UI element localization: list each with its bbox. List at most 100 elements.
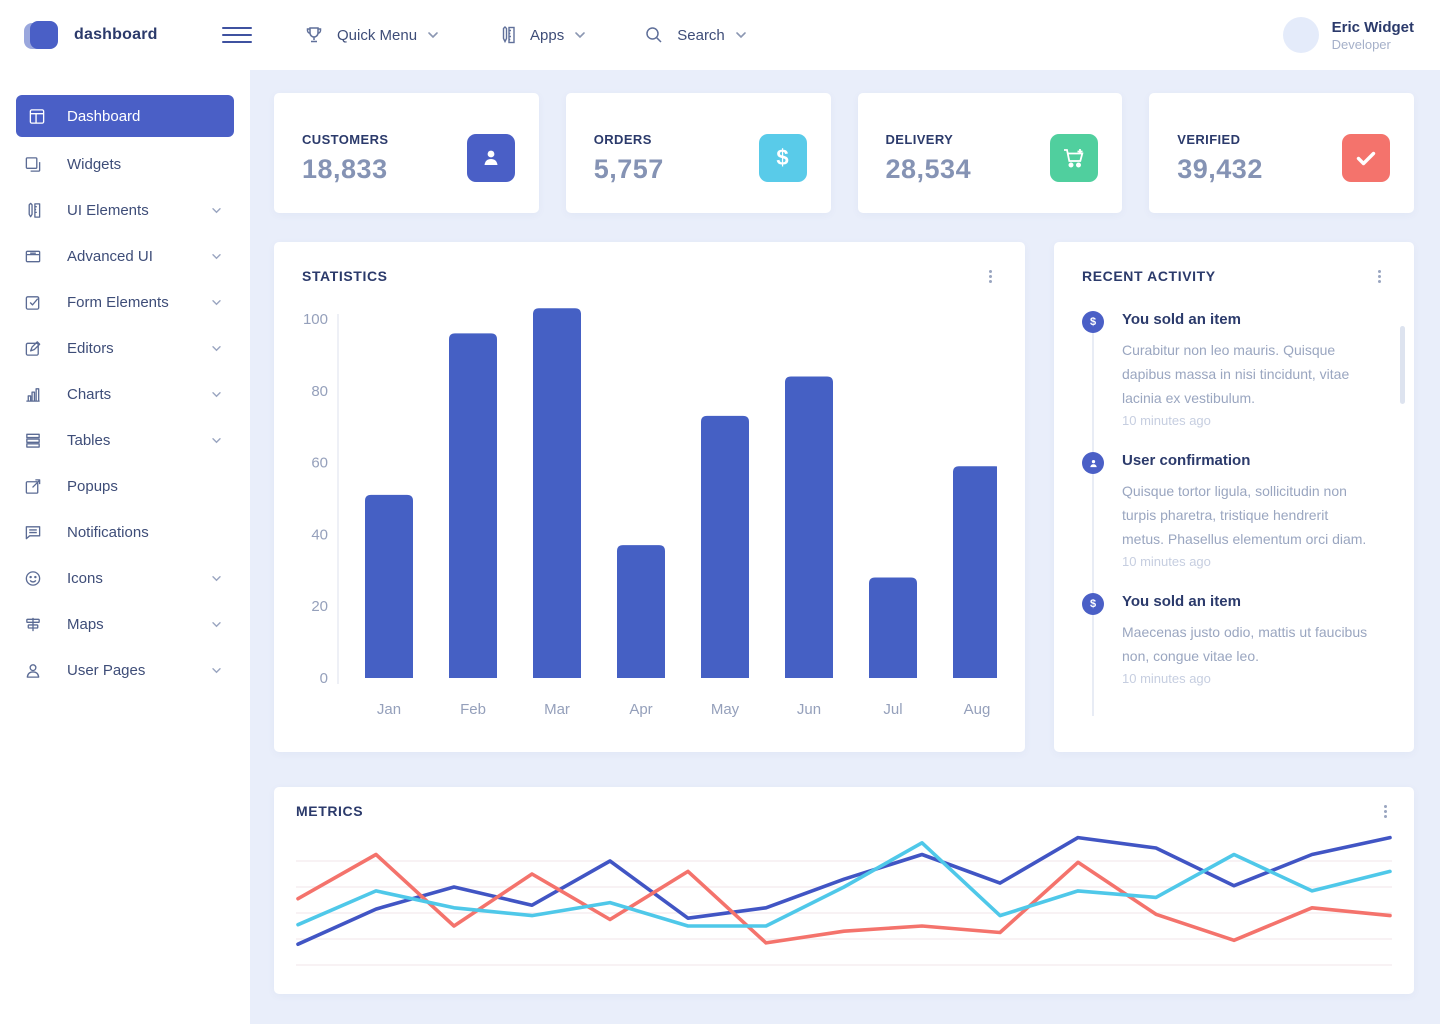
- sidebar-item-label: Icons: [67, 569, 103, 587]
- sidebar-item-label: User Pages: [67, 661, 146, 679]
- sidebar-item-dashboard[interactable]: Dashboard: [16, 95, 234, 137]
- sidebar-item-label: Tables: [67, 431, 111, 449]
- sidebar-item-widgets[interactable]: Widgets: [0, 141, 250, 187]
- sidebar-item-icons[interactable]: Icons: [0, 555, 250, 601]
- sidebar-item-editors[interactable]: Editors: [0, 325, 250, 371]
- widgets-icon: [24, 155, 42, 173]
- stat-label: CUSTOMERS: [302, 132, 389, 147]
- stat-value: 39,432: [1177, 154, 1263, 184]
- sidebar-item-notifications[interactable]: Notifications: [0, 509, 250, 555]
- stat-cards-row: CUSTOMERS 18,833 ORDERS 5,757 $ DELIVERY 28,53…: [274, 93, 1414, 213]
- stat-label: ORDERS: [593, 132, 652, 147]
- chevron-down-icon: [211, 437, 222, 444]
- metrics-line-chart: [296, 835, 1392, 966]
- sidebar-item-maps[interactable]: Maps: [0, 601, 250, 647]
- sidebar-item-user-pages[interactable]: User Pages: [0, 647, 250, 693]
- sidebar-item-label: Dashboard: [67, 107, 141, 125]
- topbar: dashboard Quick Menu Apps: [0, 0, 1440, 70]
- svg-text:Aug: Aug: [964, 701, 991, 718]
- stat-card-verified: VERIFIED 39,432: [1149, 93, 1414, 213]
- brand[interactable]: dashboard: [0, 21, 250, 49]
- dollar-icon: $: [758, 134, 807, 182]
- activity-title: User confirmation: [1122, 452, 1251, 469]
- svg-text:Mar: Mar: [544, 701, 570, 718]
- svg-text:20: 20: [311, 598, 328, 615]
- svg-text:Feb: Feb: [460, 701, 486, 718]
- search-label: Search: [677, 26, 725, 44]
- activity-body: Quisque tortor ligula, sollicitudin non …: [1122, 483, 1367, 547]
- kebab-menu-icon[interactable]: [983, 268, 997, 284]
- sidebar-item-tables[interactable]: Tables: [0, 417, 250, 463]
- svg-text:40: 40: [311, 526, 328, 543]
- kebab-menu-icon[interactable]: [1372, 268, 1386, 284]
- quick-menu[interactable]: Quick Menu: [304, 25, 439, 45]
- ui-elements-icon: [24, 201, 42, 219]
- quick-menu-label: Quick Menu: [337, 26, 418, 44]
- chevron-down-icon: [211, 575, 222, 582]
- dollar-icon: $: [1082, 311, 1104, 333]
- stat-value: 18,833: [302, 154, 388, 184]
- stat-label: VERIFIED: [1177, 132, 1241, 147]
- activity-timeline: $ You sold an item Curabitur non leo mauri…: [1082, 311, 1386, 716]
- dollar-icon: $: [1082, 593, 1104, 615]
- statistics-panel: STATISTICS 0 20 40 60 80 100 Jan Feb Mar Apr May Ju…: [274, 242, 1025, 752]
- activity-body: Maecenas justo odio, mattis ut faucibus …: [1122, 624, 1368, 664]
- editors-icon: [24, 339, 42, 357]
- hamburger-menu-icon[interactable]: [222, 22, 252, 48]
- user-profile[interactable]: Eric Widget Developer: [1282, 17, 1414, 53]
- sidebar-item-ui-elements[interactable]: UI Elements: [0, 187, 250, 233]
- kebab-menu-icon[interactable]: [1378, 803, 1392, 819]
- brand-logo-icon: [24, 21, 58, 49]
- advanced-ui-icon: [24, 247, 42, 265]
- user-name: Eric Widget: [1331, 18, 1414, 36]
- apps-icon: [497, 25, 517, 45]
- user-pages-icon: [24, 661, 42, 679]
- sidebar-item-label: Charts: [67, 385, 112, 403]
- activity-item: $ You sold an item Curabitur non leo mauri…: [1082, 311, 1386, 428]
- svg-text:Apr: Apr: [629, 701, 652, 718]
- user-role: Developer: [1331, 36, 1391, 52]
- stat-card-customers: CUSTOMERS 18,833: [274, 93, 539, 213]
- activity-timestamp: 10 minutes ago: [1122, 554, 1211, 569]
- search-icon: [644, 25, 664, 45]
- user-icon: [466, 134, 515, 182]
- sidebar-item-popups[interactable]: Popups: [0, 463, 250, 509]
- maps-icon: [24, 615, 42, 633]
- chevron-down-icon: [211, 345, 222, 352]
- sidebar-item-label: Form Elements: [67, 293, 169, 311]
- recent-activity-title: RECENT ACTIVITY: [1082, 268, 1216, 284]
- sidebar-item-label: Widgets: [67, 155, 122, 173]
- chevron-down-icon: [211, 391, 222, 398]
- search-menu[interactable]: Search: [644, 25, 747, 45]
- sidebar-item-label: Advanced UI: [67, 247, 153, 265]
- chevron-down-icon: [211, 621, 222, 628]
- popups-icon: [24, 477, 42, 495]
- cart-icon: [1050, 134, 1099, 182]
- chevron-down-icon: [211, 207, 222, 214]
- dashboard-icon: [28, 107, 46, 125]
- svg-text:Jul: Jul: [883, 701, 902, 718]
- svg-text:0: 0: [320, 670, 328, 687]
- check-icon: [1342, 134, 1390, 182]
- avatar: [1282, 17, 1319, 53]
- statistics-bar-chart: 0 20 40 60 80 100 Jan Feb Mar Apr May Jun Jul Aug: [303, 308, 1001, 718]
- activity-title: You sold an item: [1122, 311, 1241, 328]
- recent-activity-panel: RECENT ACTIVITY $ You sold an item Curabit…: [1054, 242, 1414, 752]
- scrollbar-thumb[interactable]: [1400, 326, 1405, 404]
- main-content: CUSTOMERS 18,833 ORDERS 5,757 $ DELIVERY 28,53…: [250, 70, 1440, 1024]
- sidebar-item-charts[interactable]: Charts: [0, 371, 250, 417]
- sidebar: Dashboard Widgets UI Elements Advanced UI Fo…: [0, 70, 250, 1024]
- chevron-down-icon: [735, 31, 747, 39]
- activity-timestamp: 10 minutes ago: [1122, 413, 1211, 428]
- tables-icon: [24, 431, 42, 449]
- activity-item: User confirmation Quisque tortor ligula, …: [1082, 452, 1386, 569]
- activity-body: Curabitur non leo mauris. Quisque dapibu…: [1122, 342, 1350, 406]
- sidebar-item-form-elements[interactable]: Form Elements: [0, 279, 250, 325]
- sidebar-item-label: Popups: [67, 477, 118, 495]
- svg-text:60: 60: [311, 455, 328, 472]
- apps-menu[interactable]: Apps: [497, 25, 586, 45]
- notifications-icon: [24, 523, 42, 541]
- sidebar-item-advanced-ui[interactable]: Advanced UI: [0, 233, 250, 279]
- activity-timestamp: 10 minutes ago: [1122, 671, 1211, 686]
- trophy-icon: [304, 25, 324, 45]
